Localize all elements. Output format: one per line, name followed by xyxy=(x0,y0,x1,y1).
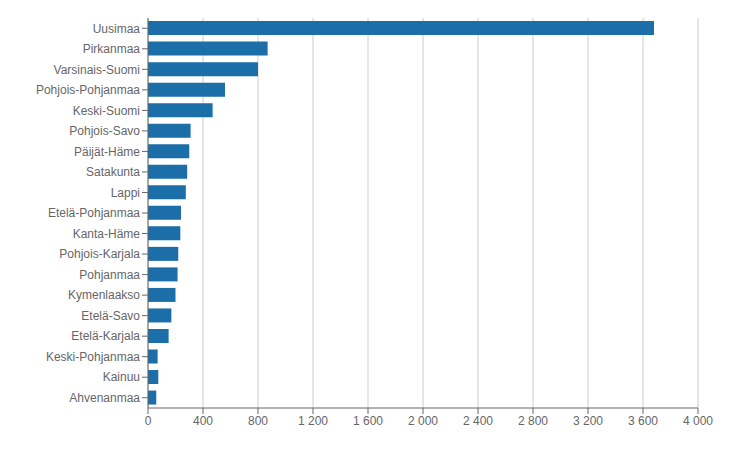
svg-text:2 400: 2 400 xyxy=(463,414,493,428)
svg-text:Päijät-Häme: Päijät-Häme xyxy=(74,145,140,159)
svg-text:Keski-Pohjanmaa: Keski-Pohjanmaa xyxy=(46,350,140,364)
svg-text:3 200: 3 200 xyxy=(573,414,603,428)
svg-text:Kainuu: Kainuu xyxy=(103,370,140,384)
svg-text:Lappi: Lappi xyxy=(111,186,140,200)
svg-text:1 600: 1 600 xyxy=(353,414,383,428)
svg-text:1 200: 1 200 xyxy=(298,414,328,428)
svg-text:Uusimaa: Uusimaa xyxy=(93,22,141,36)
svg-text:800: 800 xyxy=(248,414,268,428)
svg-text:Pohjois-Savo: Pohjois-Savo xyxy=(69,124,140,138)
svg-text:3 600: 3 600 xyxy=(628,414,658,428)
svg-text:Etelä-Karjala: Etelä-Karjala xyxy=(71,329,140,343)
svg-text:Pirkanmaa: Pirkanmaa xyxy=(83,42,141,56)
svg-text:Pohjois-Karjala: Pohjois-Karjala xyxy=(59,247,140,261)
svg-text:Varsinais-Suomi: Varsinais-Suomi xyxy=(54,63,140,77)
svg-text:400: 400 xyxy=(193,414,213,428)
svg-text:2 800: 2 800 xyxy=(518,414,548,428)
svg-text:4 000: 4 000 xyxy=(683,414,713,428)
svg-text:Keski-Suomi: Keski-Suomi xyxy=(73,104,140,118)
svg-text:Satakunta: Satakunta xyxy=(86,165,140,179)
svg-text:Kanta-Häme: Kanta-Häme xyxy=(73,227,141,241)
svg-text:2 000: 2 000 xyxy=(408,414,438,428)
svg-text:Ahvenanmaa: Ahvenanmaa xyxy=(69,391,140,405)
svg-text:Pohjanmaa: Pohjanmaa xyxy=(79,268,140,282)
svg-text:Etelä-Savo: Etelä-Savo xyxy=(81,309,140,323)
svg-text:Kymenlaakso: Kymenlaakso xyxy=(68,288,140,302)
svg-text:Pohjois-Pohjanmaa: Pohjois-Pohjanmaa xyxy=(36,83,140,97)
svg-text:0: 0 xyxy=(145,414,152,428)
svg-text:Etelä-Pohjanmaa: Etelä-Pohjanmaa xyxy=(48,206,140,220)
